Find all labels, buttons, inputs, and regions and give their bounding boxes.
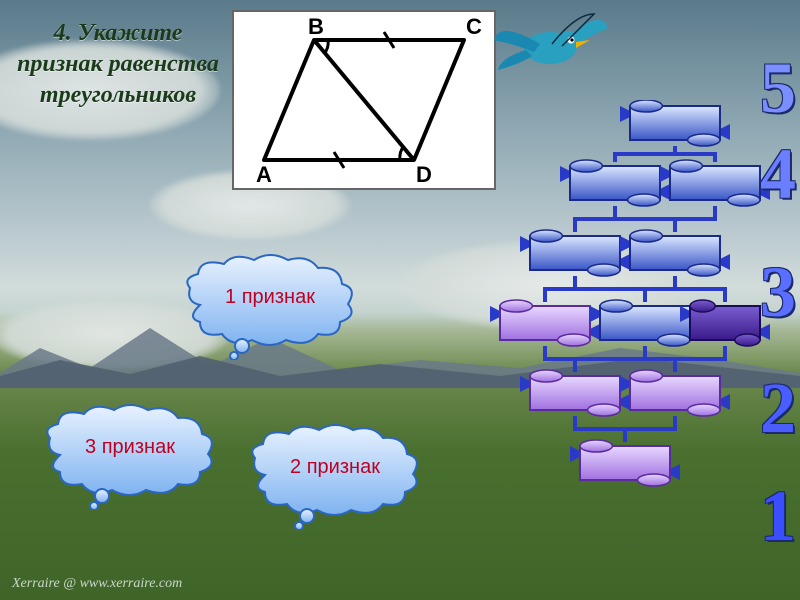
vertex-label: D (416, 162, 432, 187)
question-text: 4. Укажите признак равенства треугольник… (8, 18, 228, 112)
vertex-label: C (466, 14, 482, 39)
scroll-node (620, 100, 730, 146)
geometry-figure: B C A D (232, 10, 496, 190)
answer-ans1[interactable]: 1 признак (180, 250, 360, 360)
vertex-label: B (308, 14, 324, 39)
scroll-node (520, 230, 630, 276)
scroll-node (570, 440, 680, 486)
scroll-node (490, 300, 600, 346)
level-number: 3 (760, 256, 796, 328)
level-number: 4 (760, 138, 796, 210)
scroll-node (560, 160, 670, 206)
answer-label: 3 признак (40, 436, 220, 459)
scroll-node (590, 300, 700, 346)
scroll-tree (470, 100, 770, 560)
answer-ans2[interactable]: 2 признак (245, 420, 425, 530)
vertex-label: A (256, 162, 272, 187)
level-number: 1 (760, 480, 796, 552)
level-number: 2 (760, 372, 796, 444)
answer-label: 2 признак (245, 456, 425, 479)
watermark: Xerraire @ www.xerraire.com (12, 576, 182, 592)
scroll-node (520, 370, 630, 416)
slide-root: 4. Укажите признак равенства треугольник… (0, 0, 800, 600)
scroll-node (660, 160, 770, 206)
scroll-node (620, 370, 730, 416)
answer-label: 1 признак (180, 286, 360, 309)
scroll-node (680, 300, 770, 346)
scroll-node (620, 230, 730, 276)
level-number: 5 (760, 52, 796, 124)
bird-icon (490, 0, 610, 80)
answer-ans3[interactable]: 3 признак (40, 400, 220, 510)
